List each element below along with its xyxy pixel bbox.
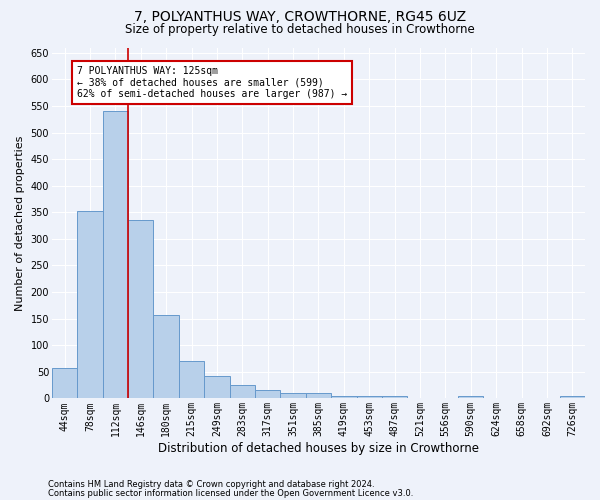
Bar [128, 220, 154, 398]
Bar [103, 111, 128, 399]
Bar [255, 390, 280, 398]
Bar [230, 385, 255, 398]
Text: Contains HM Land Registry data © Crown copyright and database right 2024.: Contains HM Land Registry data © Crown c… [48, 480, 374, 489]
Bar [179, 361, 204, 399]
Y-axis label: Number of detached properties: Number of detached properties [15, 136, 25, 310]
Bar [204, 376, 230, 398]
Bar [52, 368, 77, 398]
Bar [458, 396, 484, 398]
Bar [154, 315, 179, 398]
Bar [306, 393, 331, 398]
Text: Contains public sector information licensed under the Open Government Licence v3: Contains public sector information licen… [48, 488, 413, 498]
Text: 7, POLYANTHUS WAY, CROWTHORNE, RG45 6UZ: 7, POLYANTHUS WAY, CROWTHORNE, RG45 6UZ [134, 10, 466, 24]
Bar [382, 396, 407, 398]
Text: 7 POLYANTHUS WAY: 125sqm
← 38% of detached houses are smaller (599)
62% of semi-: 7 POLYANTHUS WAY: 125sqm ← 38% of detach… [77, 66, 347, 100]
X-axis label: Distribution of detached houses by size in Crowthorne: Distribution of detached houses by size … [158, 442, 479, 455]
Bar [560, 396, 585, 398]
Text: Size of property relative to detached houses in Crowthorne: Size of property relative to detached ho… [125, 22, 475, 36]
Bar [77, 210, 103, 398]
Bar [331, 396, 356, 398]
Bar [356, 396, 382, 398]
Bar [280, 393, 306, 398]
